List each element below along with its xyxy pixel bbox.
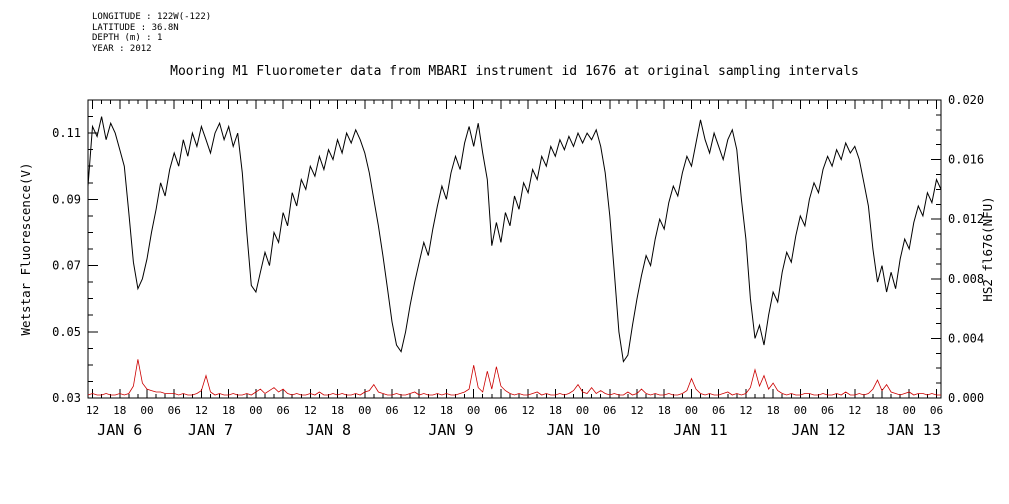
x-day-label: JAN 13 xyxy=(887,421,941,439)
metadata-year: YEAR : 2012 xyxy=(92,43,152,54)
metadata-longitude: LONGITUDE : 122W(-122) xyxy=(92,12,212,22)
y-right-tick-label: 0.016 xyxy=(948,153,984,167)
x-tick-label: 00 xyxy=(794,404,807,417)
y-right-tick-label: 0.004 xyxy=(948,331,984,345)
x-tick-label: 12 xyxy=(304,404,317,417)
x-day-label: JAN 8 xyxy=(306,421,351,439)
x-day-label: JAN 7 xyxy=(188,421,233,439)
x-tick-label: 00 xyxy=(140,404,153,417)
y-right-tick-label: 0.012 xyxy=(948,212,984,226)
y-right-axis-title: HS2 fl676(NFU) xyxy=(980,196,995,301)
plot-frame xyxy=(87,99,942,399)
x-tick-label: 12 xyxy=(630,404,643,417)
x-tick-label: 00 xyxy=(249,404,262,417)
x-tick-label: 06 xyxy=(385,404,398,417)
y-left-tick-label: 0.11 xyxy=(52,126,81,140)
x-tick-label: 18 xyxy=(549,404,562,417)
x-tick-label: 18 xyxy=(331,404,344,417)
y-right-tick-label: 0.020 xyxy=(948,93,984,107)
x-day-label: JAN 12 xyxy=(791,421,845,439)
x-tick-label: 06 xyxy=(712,404,725,417)
metadata-depth: DEPTH (m) : 1 xyxy=(92,33,163,43)
y-left-tick-label: 0.09 xyxy=(52,192,81,206)
x-tick-label: 06 xyxy=(930,404,943,417)
x-tick-label: 12 xyxy=(195,404,208,417)
y-left-tick-label: 0.07 xyxy=(52,259,81,273)
y-left-tick-label: 0.05 xyxy=(52,325,81,339)
x-day-label: JAN 10 xyxy=(546,421,600,439)
x-tick-label: 18 xyxy=(658,404,671,417)
x-tick-label: 12 xyxy=(739,404,752,417)
x-tick-label: 06 xyxy=(276,404,289,417)
y-left-tick-label: 0.03 xyxy=(52,391,81,405)
x-tick-label: 18 xyxy=(113,404,126,417)
x-tick-label: 12 xyxy=(521,404,534,417)
x-day-label: JAN 9 xyxy=(428,421,473,439)
x-tick-label: 12 xyxy=(413,404,426,417)
x-tick-label: 00 xyxy=(685,404,698,417)
y-right-tick-label: 0.008 xyxy=(948,272,984,286)
x-tick-label: 06 xyxy=(603,404,616,417)
x-tick-label: 06 xyxy=(168,404,181,417)
x-tick-label: 18 xyxy=(440,404,453,417)
y-right-tick-label: 0.000 xyxy=(948,391,984,405)
x-tick-label: 00 xyxy=(467,404,480,417)
x-tick-label: 06 xyxy=(494,404,507,417)
x-tick-label: 18 xyxy=(875,404,888,417)
x-tick-label: 06 xyxy=(821,404,834,417)
x-day-label: JAN 6 xyxy=(97,421,142,439)
x-tick-label: 00 xyxy=(358,404,371,417)
y-left-axis-title: Wetstar Fluorescence(V) xyxy=(18,162,33,335)
x-tick-label: 12 xyxy=(86,404,99,417)
x-tick-label: 12 xyxy=(848,404,861,417)
x-tick-label: 00 xyxy=(903,404,916,417)
x-tick-label: 18 xyxy=(222,404,235,417)
series-hs2-line xyxy=(87,359,941,396)
metadata-latitude: LATITUDE : 36.8N xyxy=(92,22,179,33)
series-wetstar-line xyxy=(87,116,942,363)
metadata-block: LONGITUDE : 122W(-122) LATITUDE : 36.8N … xyxy=(92,12,211,54)
x-tick-label: 18 xyxy=(766,404,779,417)
chart-title: Mooring M1 Fluorometer data from MBARI i… xyxy=(170,64,859,79)
x-tick-label: 00 xyxy=(576,404,589,417)
x-day-label: JAN 11 xyxy=(673,421,727,439)
